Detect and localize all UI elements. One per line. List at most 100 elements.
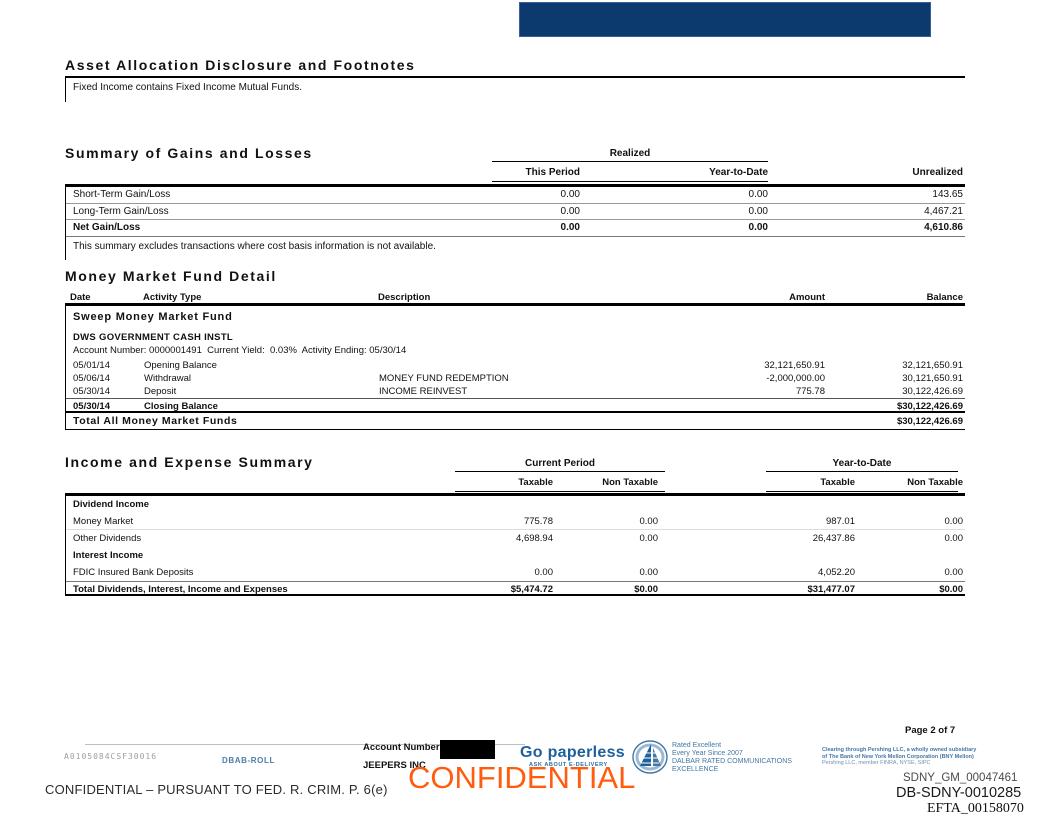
cell-balance: 32,121,650.91 [902,360,963,371]
cell-unrealized: 4,610.86 [924,222,963,233]
section-title: Asset Allocation Disclosure and Footnote… [65,57,965,78]
col-nontaxable-ytd: Non Taxable [907,477,963,488]
dalbar-line: DALBAR RATED COMMUNICATIONS [672,758,792,765]
cell-nontaxable-cp: 0.00 [639,533,659,544]
col-activity-type: Activity Type [143,292,202,303]
go-paperless-subtext: ASK ABOUT E-DELIVERY [529,762,608,768]
fund-name: DWS GOVERNMENT CASH INSTL [73,332,234,343]
dalbar-seal-icon [631,739,669,780]
cell-balance: 30,121,650.91 [902,373,963,384]
section-title: Money Market Fund Detail [65,268,277,284]
cell-activity: Opening Balance [144,360,217,371]
fund-group-label: Sweep Money Market Fund [73,311,233,323]
section-gains-losses: Summary of Gains and Losses Realized Thi… [65,143,965,260]
pershing-line: of The Bank of New York Mellon Corporati… [822,753,974,760]
cell-taxable-ytd: $31,477.07 [807,584,855,595]
row-label: Money Market [73,516,134,527]
table-row: FDIC Insured Bank Deposits 0.00 0.00 4,0… [66,564,965,581]
gains-losses-table: Short-Term Gain/Loss 0.00 0.00 143.65 Lo… [65,184,965,260]
header-underline [492,181,768,182]
pershing-disclosure: Clearing through Pershing LLC, a wholly … [822,747,976,767]
section-row-label: Interest Income [73,550,144,561]
cell-nontaxable-cp: 0.00 [639,516,659,527]
row-label: Long-Term Gain/Loss [73,205,169,217]
cell-this-period: 0.00 [560,189,580,200]
section-money-market: Money Market Fund Detail Date Activity T… [65,268,965,430]
cell-ytd: 0.00 [748,205,768,217]
bates-stamp: SDNY_GM_00047461 [903,772,1018,784]
cell-taxable-cp: $5,474.72 [510,584,553,595]
cell-taxable-cp: 4,698.94 [516,533,553,544]
col-this-period: This Period [525,167,580,178]
cell-this-period: 0.00 [560,205,580,217]
cell-activity: Deposit [144,386,177,397]
dalbar-rating-text: Rated Excellent Every Year Since 2007 DA… [672,742,792,774]
account-number-label: Account Number: [363,742,443,753]
cell-this-period: 0.00 [560,222,580,233]
income-expense-table: Dividend Income Money Market 775.78 0.00… [65,493,965,596]
table-row: 05/30/14 Deposit INCOME REINVEST 775.78 … [66,385,965,398]
pershing-line: Clearing through Pershing LLC, a wholly … [822,747,977,753]
col-balance: Balance [926,292,963,303]
closing-balance-row: 05/30/14 Closing Balance $30,122,426.69 [66,398,965,413]
cell-unrealized: 143.65 [932,189,963,200]
redaction-box [440,740,495,759]
dalbar-line: Rated Excellent [672,742,722,749]
row-label: Net Gain/Loss [73,222,141,233]
section-title: Income and Expense Summary [65,454,314,470]
table-row: Long-Term Gain/Loss 0.00 0.00 4,467.21 [66,204,965,220]
col-taxable-cp: Taxable [518,477,553,488]
table-footnote: This summary excludes transactions where… [73,240,436,252]
col-amount: Amount [789,292,825,303]
cell-description: INCOME REINVEST [379,386,468,397]
income-expense-header: Income and Expense Summary Current Perio… [65,452,965,493]
cell-taxable-cp: 775.78 [523,516,553,527]
table-total-row: Total Dividends, Interest, Income and Ex… [66,581,965,596]
go-paperless-text: Go paperless [520,744,625,761]
cell-balance: $30,122,426.69 [896,416,963,427]
row-label: FDIC Insured Bank Deposits [73,567,194,578]
cell-balance: 30,122,426.69 [902,386,963,397]
legal-notice: CONFIDENTIAL – PURSUANT TO FED. R. CRIM.… [45,782,388,797]
cell-taxable-ytd: 987.01 [825,516,855,527]
asset-allocation-footnote: Fixed Income contains Fixed Income Mutua… [65,78,965,102]
cell-balance: $30,122,426.69 [896,401,963,412]
table-row: 05/06/14 Withdrawal MONEY FUND REDEMPTIO… [66,372,965,385]
section-asset-allocation: Asset Allocation Disclosure and Footnote… [65,57,965,102]
cell-activity: Closing Balance [144,401,218,412]
cell-date: 05/06/14 [73,373,110,384]
cell-taxable-cp: 0.00 [534,567,554,578]
cell-activity: Withdrawal [144,373,191,384]
col-unrealized: Unrealized [912,167,963,178]
bates-stamp: DB-SDNY-0010285 [896,785,1022,801]
row-label: Total All Money Market Funds [73,415,238,427]
cell-nontaxable-ytd: 0.00 [944,567,964,578]
column-headers: Date Activity Type Description Amount Ba… [65,292,965,306]
cell-nontaxable-cp: $0.00 [634,584,658,595]
page-indicator: Page 2 of 7 [905,725,956,736]
row-label: Other Dividends [73,533,142,544]
cell-unrealized: 4,467.21 [924,205,963,217]
cell-nontaxable-cp: 0.00 [639,567,659,578]
header-underline [766,491,958,492]
column-group-realized: Realized [492,148,768,162]
fund-details: Account Number: 0000001491 Current Yield… [73,345,407,356]
column-group-current-period: Current Period [455,458,665,472]
cell-ytd: 0.00 [748,222,768,233]
column-group-year-to-date: Year-to-Date [766,458,958,472]
cell-description: MONEY FUND REDEMPTION [379,373,509,384]
confidential-watermark: CONFIDENTIAL [408,760,636,795]
table-total-row: Total All Money Market Funds $30,122,426… [66,413,965,430]
col-description: Description [378,292,431,303]
cell-ytd: 0.00 [748,189,768,200]
header-underline [455,491,665,492]
money-market-table: Sweep Money Market Fund DWS GOVERNMENT C… [65,306,965,430]
cell-date: 05/30/14 [73,401,110,412]
column-headers: Taxable Non Taxable Taxable Non Taxable [65,477,965,489]
dalbar-line: EXCELLENCE [672,766,719,773]
cell-nontaxable-ytd: $0.00 [939,584,963,595]
cell-amount: 775.78 [795,386,825,397]
cell-nontaxable-ytd: 0.00 [944,533,964,544]
account-name: JEEPERS INC [363,760,426,771]
